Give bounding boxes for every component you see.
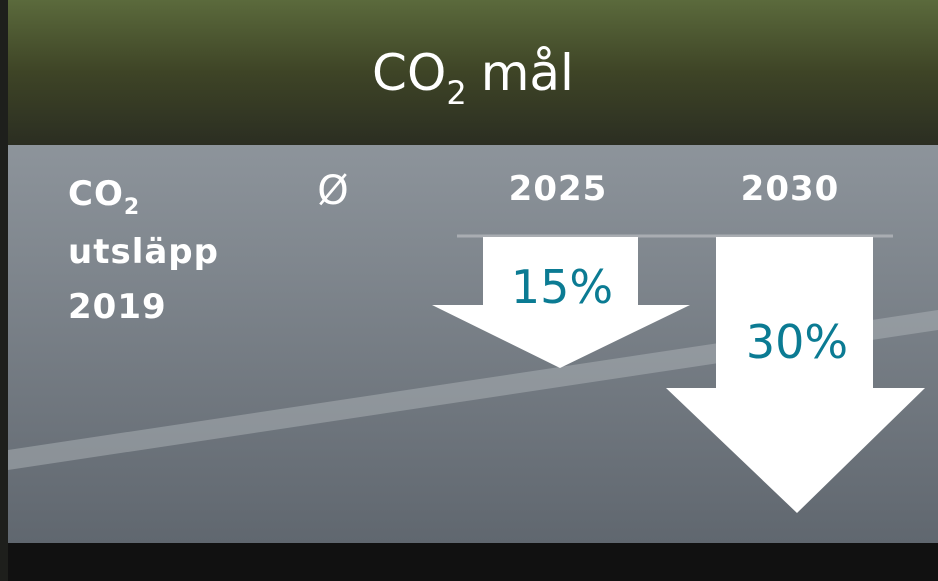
infographic: CO2mål CO2 utsläpp 2019 Ø 2025 2030 15% … (0, 0, 938, 581)
row-label-text: CO (68, 174, 124, 214)
reduction-label: 15% (511, 260, 613, 314)
column-header: Ø (317, 168, 348, 214)
row-label-text: utsläpp (68, 232, 219, 272)
reduction-label: 30% (746, 315, 848, 369)
page: CO2mål CO2 utsläpp 2019 Ø 2025 2030 15% … (0, 0, 938, 581)
row-label-subscript: 2 (124, 195, 140, 220)
title-band (8, 0, 938, 145)
column-header: 2030 (741, 169, 840, 209)
column-header: 2025 (509, 169, 608, 209)
row-label-text: 2019 (68, 287, 167, 327)
title-subscript: 2 (446, 74, 466, 112)
footer-band (8, 543, 938, 581)
title-text: CO (372, 44, 446, 102)
title-text: mål (481, 44, 574, 102)
